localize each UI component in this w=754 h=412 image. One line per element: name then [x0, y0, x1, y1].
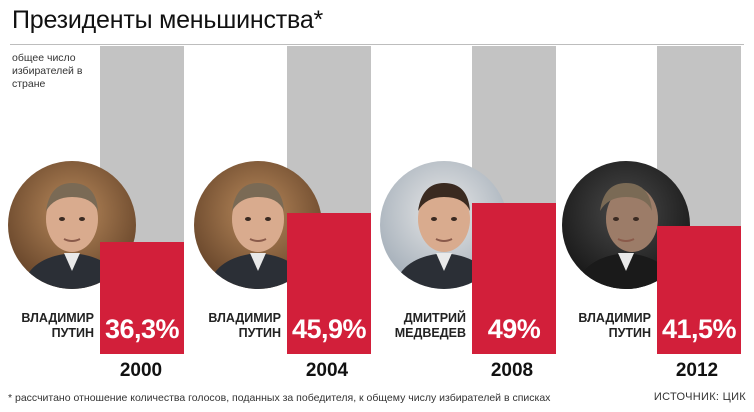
value-label-2008: 49% [487, 314, 541, 344]
legend-note: общее число избирателей в стране [12, 52, 83, 90]
winner-bar-2000 [100, 242, 184, 354]
candidate-name-2004: ВЛАДИМИР ПУТИН [195, 311, 281, 341]
candidate-name-line1: ВЛАДИМИР [208, 311, 281, 325]
candidate-name-2000: ВЛАДИМИР ПУТИН [8, 311, 94, 341]
year-label-2012: 2012 [675, 360, 719, 381]
candidate-name-line1: ДМИТРИЙ [403, 311, 466, 325]
value-label-2004: 45,9% [291, 314, 367, 344]
value-label-2012: 41,5% [661, 314, 737, 344]
year-label-2004: 2004 [305, 360, 349, 381]
year-label-2000: 2000 [119, 360, 163, 381]
candidate-name-line2: МЕДВЕДЕВ [394, 326, 466, 340]
candidate-name-line2: ПУТИН [238, 326, 281, 340]
chart-title: Президенты меньшинства* [12, 6, 324, 34]
year-label-2008: 2008 [490, 360, 534, 381]
source-label: ИСТОЧНИК: ЦИК [653, 391, 746, 403]
candidate-name-line2: ПУТИН [51, 326, 94, 340]
winner-bar-2004 [287, 213, 371, 354]
winner-bar-2008 [472, 203, 556, 354]
winner-bar-2012 [657, 226, 741, 354]
candidate-name-line1: ВЛАДИМИР [578, 311, 651, 325]
candidate-name-line2: ПУТИН [608, 326, 651, 340]
candidate-name-2008: ДМИТРИЙ МЕДВЕДЕВ [380, 311, 466, 341]
title-rule [10, 44, 744, 45]
candidate-photo-2000 [8, 161, 136, 289]
candidate-name-line1: ВЛАДИМИР [21, 311, 94, 325]
candidate-name-2012: ВЛАДИМИР ПУТИН [565, 311, 651, 341]
value-label-2000: 36,3% [104, 314, 180, 344]
footnote: * рассчитано отношение количества голосо… [8, 392, 551, 404]
